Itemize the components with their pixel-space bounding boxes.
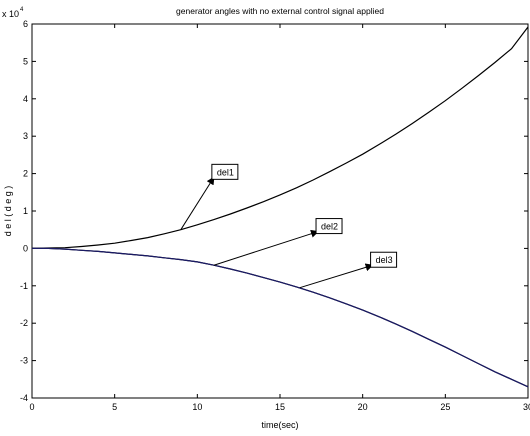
x-tick-label: 10 <box>192 402 202 412</box>
y-tick-label: 1 <box>23 206 28 216</box>
annotation-box-del1 <box>211 163 239 180</box>
y-tick-label: 3 <box>23 131 28 141</box>
series-line-del3 <box>32 247 529 388</box>
y-tick-label: 4 <box>23 94 28 104</box>
x-axis-label: time(sec) <box>261 420 298 430</box>
series-line-del2 <box>32 247 529 388</box>
plot-area-frame <box>31 23 529 399</box>
annotation-arrow-del2 <box>213 229 319 266</box>
y-tick-label: 2 <box>23 169 28 179</box>
x-tick-label: 30 <box>523 402 530 412</box>
y-scale-exponent: 4 <box>20 7 24 13</box>
annotation-box-del2 <box>315 218 343 235</box>
chart-title: generator angles with no external contro… <box>176 6 384 16</box>
y-scale-prefix: x 10 <box>2 9 19 19</box>
y-tick-label: -4 <box>20 393 28 403</box>
y-tick-label: -3 <box>20 356 28 366</box>
x-tick-label: 5 <box>112 402 117 412</box>
y-tick-label: -2 <box>20 318 28 328</box>
y-scale-label: x 10 4 <box>2 7 24 19</box>
series-line-del1 <box>31 26 529 249</box>
x-tick-label: 20 <box>358 402 368 412</box>
annotation-label-del3: del3 <box>376 255 393 265</box>
x-tick-label: 0 <box>29 402 34 412</box>
y-tick-label: 0 <box>23 243 28 253</box>
series-lines <box>31 26 529 388</box>
y-axis-ticks: -4 -3 -2 -1 0 1 2 3 4 5 6 <box>20 19 528 403</box>
annotations: del1 del2 del3 <box>180 163 398 289</box>
annotation-arrow-del1 <box>180 176 215 230</box>
y-tick-label: 5 <box>23 56 28 66</box>
y-tick-label: -1 <box>20 281 28 291</box>
y-tick-label: 6 <box>23 19 28 29</box>
annotation-label-del2: del2 <box>321 222 338 232</box>
x-tick-label: 15 <box>275 402 285 412</box>
x-tick-label: 25 <box>440 402 450 412</box>
annotation-arrow-del3 <box>299 263 374 289</box>
y-axis-label: d e l ( d e g ) <box>3 186 13 237</box>
annotation-box-del3 <box>370 251 398 268</box>
annotation-label-del1: del1 <box>217 167 234 177</box>
x-axis-ticks: 0 5 10 15 20 25 30 <box>29 24 530 412</box>
